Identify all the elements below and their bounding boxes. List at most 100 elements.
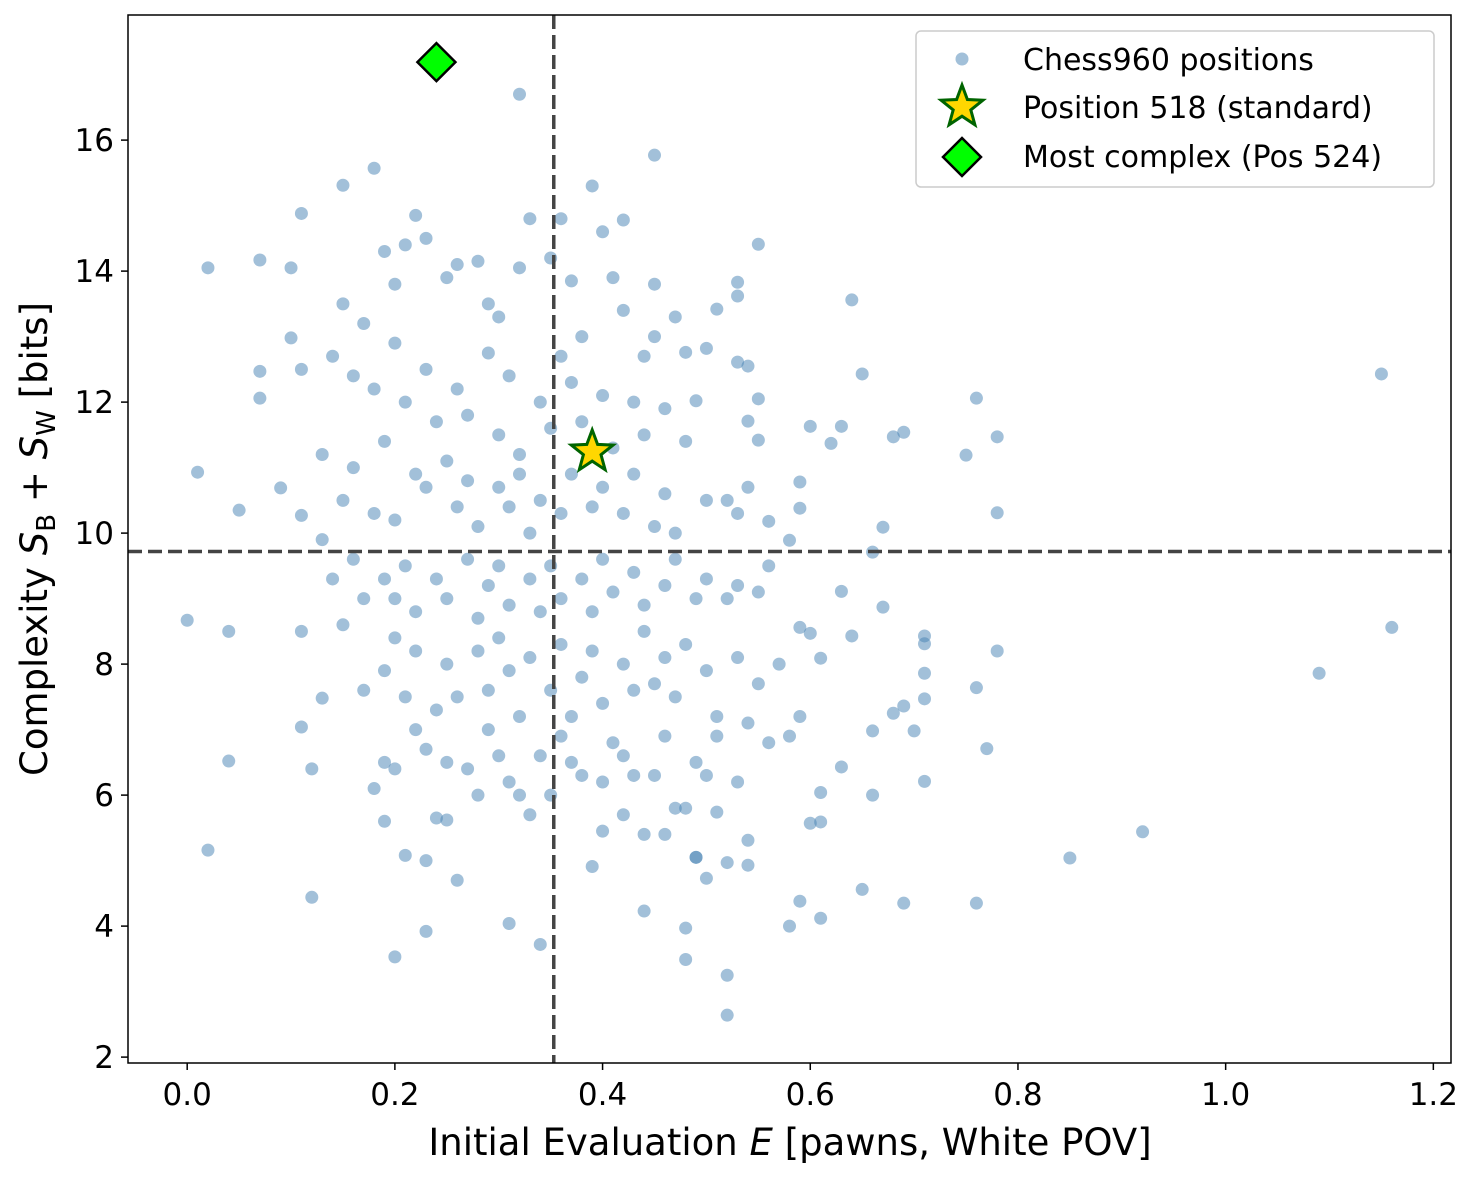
data-point <box>471 520 485 534</box>
data-point <box>315 533 329 547</box>
data-point <box>575 415 589 429</box>
data-point <box>346 552 360 566</box>
data-point <box>834 760 848 774</box>
data-point <box>533 493 547 507</box>
data-point <box>596 480 610 494</box>
data-point <box>398 559 412 573</box>
data-point <box>1312 666 1326 680</box>
data-point <box>440 813 454 827</box>
data-point <box>668 690 682 704</box>
y-axis-ticks: 2 4 6 8 10 12 14 16 <box>75 123 128 1076</box>
data-point <box>471 788 485 802</box>
data-point <box>679 801 693 815</box>
data-point <box>502 775 516 789</box>
legend-box <box>915 30 1435 188</box>
data-point <box>616 657 630 671</box>
data-point <box>533 605 547 619</box>
data-point <box>554 592 568 606</box>
data-point <box>751 433 765 447</box>
data-point <box>855 367 869 381</box>
data-point <box>731 355 745 369</box>
data-point <box>367 382 381 396</box>
data-point <box>741 359 755 373</box>
data-point <box>305 762 319 776</box>
data-point <box>876 520 890 534</box>
data-point <box>679 345 693 359</box>
data-point <box>294 508 308 522</box>
data-point <box>554 212 568 226</box>
data-point <box>648 677 661 691</box>
data-point <box>720 592 734 606</box>
data-point <box>502 664 516 678</box>
data-point <box>409 605 423 619</box>
data-point <box>648 768 661 782</box>
data-point <box>627 467 641 481</box>
data-point <box>658 402 672 416</box>
data-point <box>440 657 454 671</box>
most-complex-diamond <box>415 41 458 83</box>
data-point <box>866 788 880 802</box>
data-point <box>388 277 402 291</box>
data-point <box>886 706 900 720</box>
data-point <box>554 637 568 651</box>
data-point <box>513 261 526 275</box>
data-point <box>222 624 236 638</box>
data-point <box>845 629 859 643</box>
data-point <box>731 775 745 789</box>
data-point <box>346 369 360 383</box>
data-point <box>969 896 983 910</box>
data-point <box>492 428 506 442</box>
legend-marker-star <box>937 80 987 129</box>
data-point <box>720 968 734 982</box>
data-point <box>523 572 537 586</box>
data-point <box>762 559 776 573</box>
data-point <box>554 729 568 743</box>
data-point <box>440 271 454 285</box>
data-point <box>523 212 537 226</box>
data-point <box>326 349 340 363</box>
data-point <box>419 231 433 245</box>
data-point <box>824 436 838 450</box>
data-point <box>388 762 402 776</box>
data-point <box>481 297 495 311</box>
y-tick-label: 2 <box>94 1040 114 1076</box>
data-point <box>191 465 205 479</box>
data-point <box>274 481 288 495</box>
data-point <box>388 631 402 645</box>
data-point <box>627 683 641 697</box>
data-point <box>471 644 485 658</box>
data-point <box>315 691 329 705</box>
data-point <box>616 506 630 520</box>
data-point <box>918 774 931 788</box>
data-point <box>907 724 921 738</box>
y-tick-label: 10 <box>75 516 114 552</box>
data-point <box>720 1008 734 1022</box>
data-point <box>793 475 807 489</box>
data-point <box>699 871 713 885</box>
y-tick-label: 14 <box>75 254 114 290</box>
data-point <box>481 683 495 697</box>
data-point <box>596 696 610 710</box>
data-point <box>357 317 371 331</box>
data-point <box>450 690 464 704</box>
data-point <box>710 729 724 743</box>
data-point <box>596 389 610 403</box>
x-tick-label: 1.0 <box>1201 1077 1250 1113</box>
data-point <box>502 500 516 514</box>
data-point <box>866 724 880 738</box>
data-point <box>253 364 267 378</box>
position-518-star <box>567 425 618 474</box>
data-point <box>793 501 807 515</box>
data-point <box>419 742 433 756</box>
data-point <box>751 585 765 599</box>
data-point <box>461 762 475 776</box>
data-point <box>513 467 526 481</box>
legend-marker-chess960 <box>955 52 969 66</box>
data-point <box>294 624 308 638</box>
data-point <box>679 921 693 935</box>
data-point <box>990 644 1004 658</box>
data-point <box>783 919 796 933</box>
data-point <box>419 924 433 938</box>
data-point <box>502 598 516 612</box>
data-point <box>668 526 682 540</box>
